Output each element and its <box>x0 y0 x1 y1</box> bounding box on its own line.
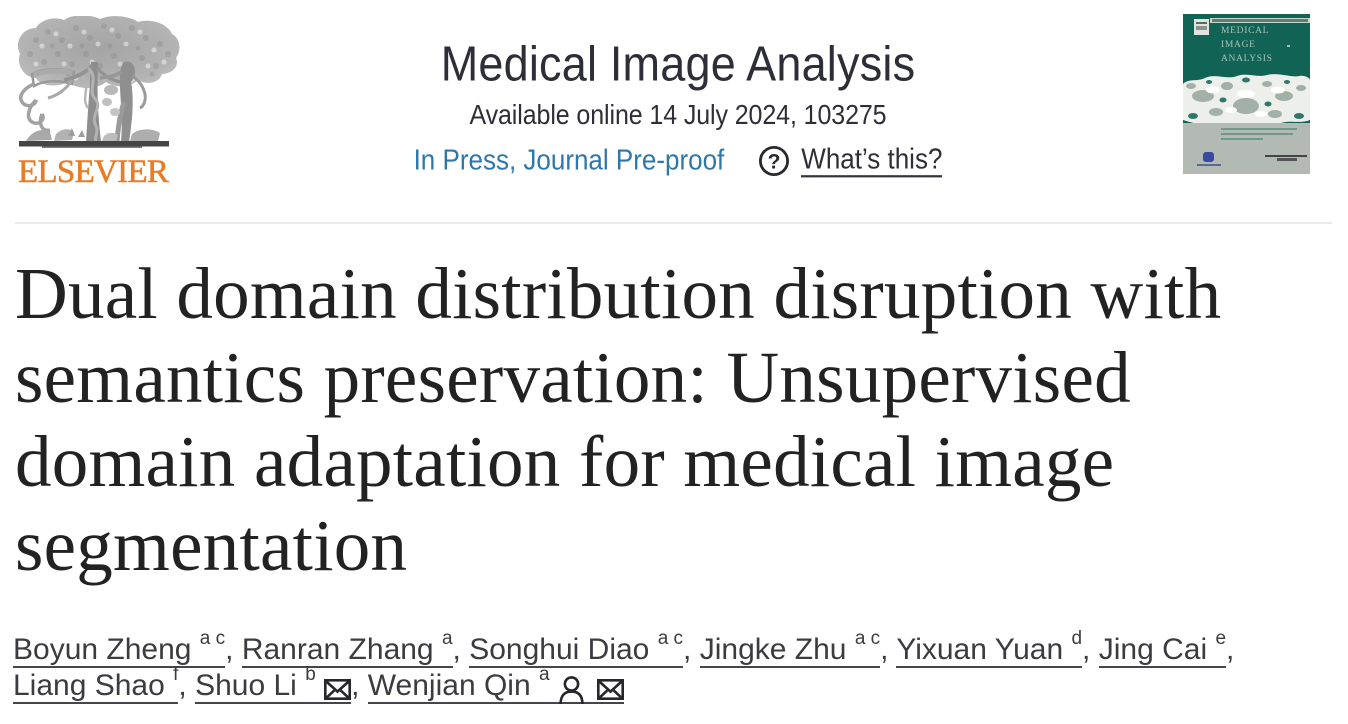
svg-text:?: ? <box>768 151 781 174</box>
